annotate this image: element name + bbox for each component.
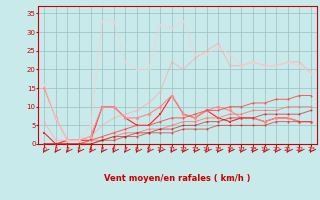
Text: Vent moyen/en rafales ( km/h ): Vent moyen/en rafales ( km/h ) xyxy=(104,174,251,183)
